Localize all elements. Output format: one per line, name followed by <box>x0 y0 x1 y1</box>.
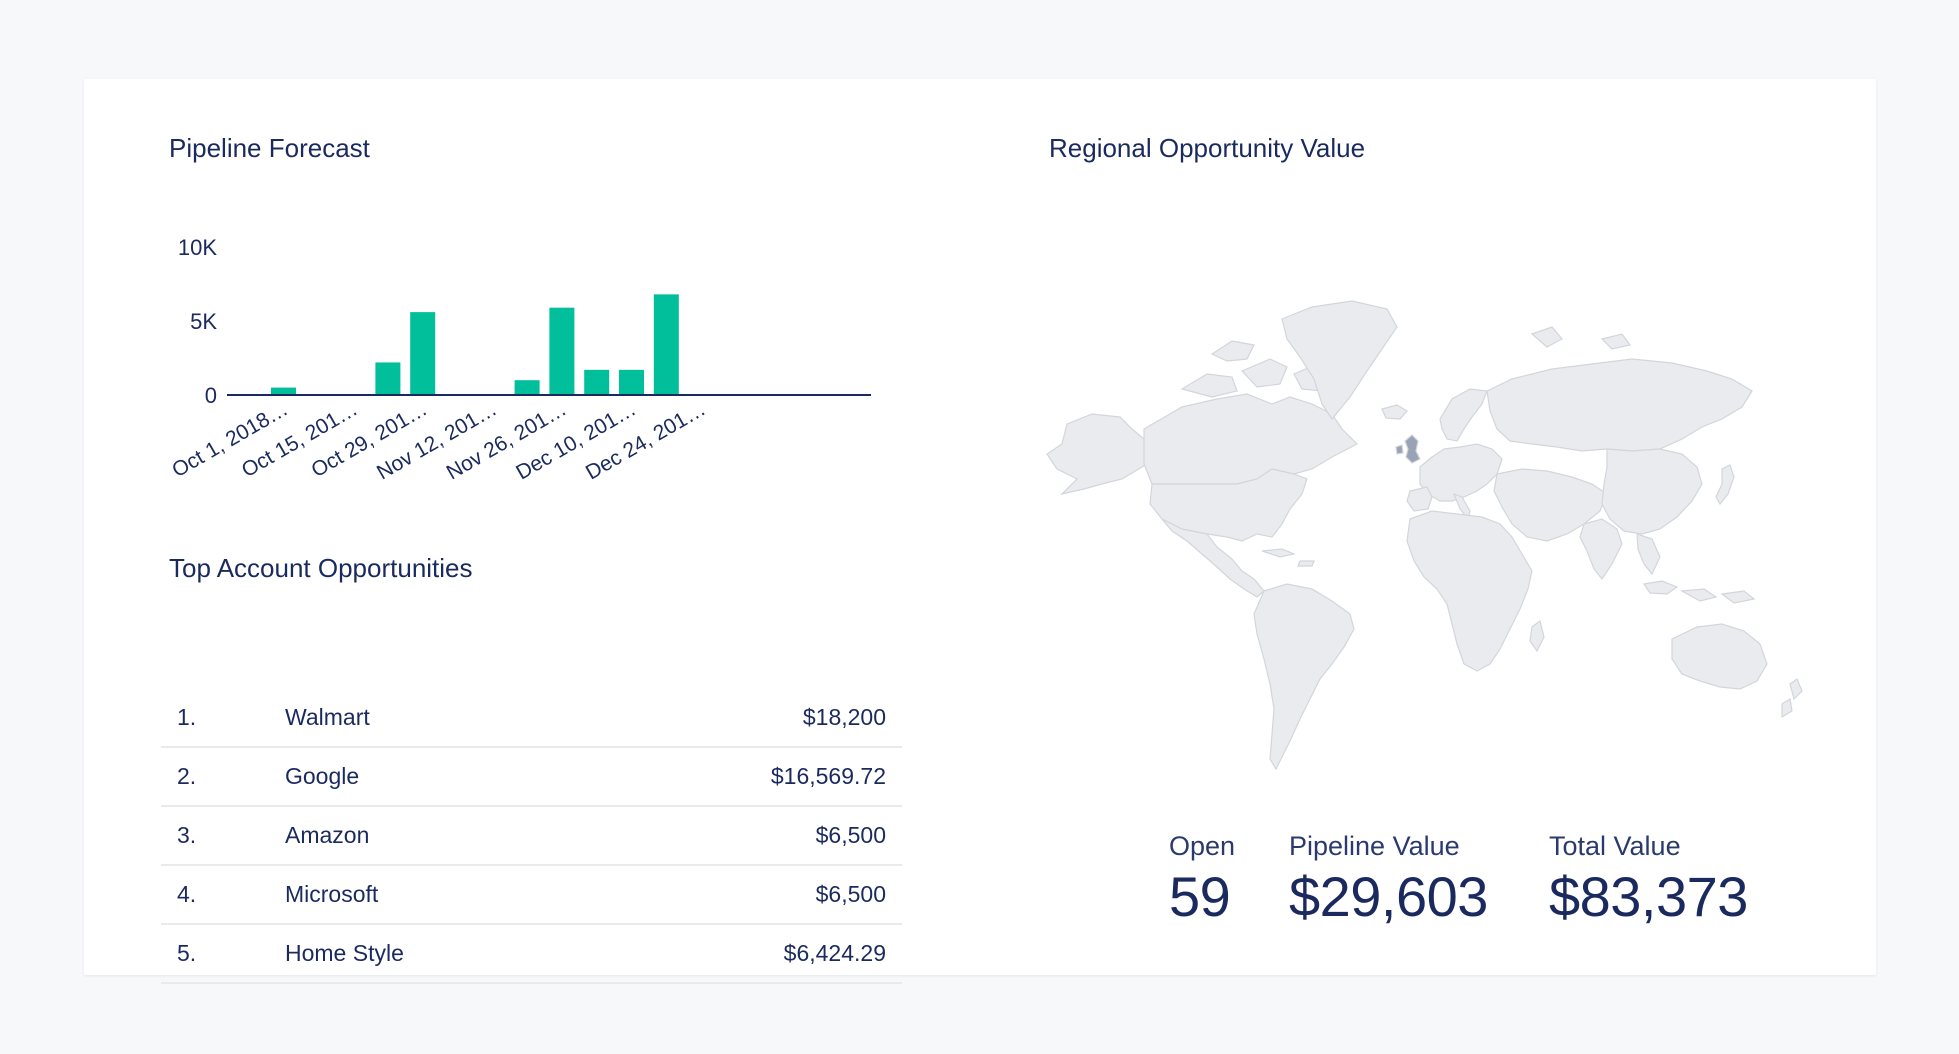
kpi-open: Open 59 <box>1169 831 1235 929</box>
map-region-mexico[interactable] <box>1161 518 1265 598</box>
chart-bar[interactable] <box>375 362 401 395</box>
row-value: $16,569.72 <box>770 763 886 789</box>
y-tick-label: 5K <box>190 309 217 334</box>
y-tick-label: 0 <box>205 383 217 408</box>
table-row[interactable]: 4. Microsoft $6,500 <box>161 866 902 925</box>
pipeline-forecast-title: Pipeline Forecast <box>169 133 370 163</box>
map-region-europe[interactable] <box>1419 443 1503 502</box>
row-value: $6,500 <box>815 822 886 848</box>
chart-bar[interactable] <box>619 369 644 395</box>
dashboard-card: Pipeline Forecast 0 5K 10K Oct 1, 2018… Oct … <box>84 79 1876 984</box>
row-value: $18,200 <box>802 704 886 730</box>
map-region-iberia[interactable] <box>1406 486 1433 512</box>
row-account-name: Amazon <box>285 822 370 848</box>
map-region-scandinavia[interactable] <box>1439 388 1488 442</box>
top-accounts-title: Top Account Opportunities <box>169 553 473 583</box>
chart-bar[interactable] <box>549 307 575 395</box>
y-tick-label: 10K <box>178 235 217 260</box>
kpi-total-value: Total Value $83,373 <box>1549 831 1748 929</box>
map-region-south-america[interactable] <box>1253 583 1355 771</box>
map-region-india[interactable] <box>1579 518 1623 581</box>
map-region-japan[interactable] <box>1715 464 1735 506</box>
map-region-iceland[interactable] <box>1381 404 1408 420</box>
row-value: $6,424.29 <box>783 940 886 966</box>
row-rank: 4. <box>177 881 197 907</box>
row-account-name: Google <box>285 763 360 789</box>
table-row[interactable]: 2. Google $16,569.72 <box>161 748 902 807</box>
x-tick-label: Oct 29, 201… <box>307 397 431 482</box>
x-tick-label: Oct 15, 201… <box>238 397 362 482</box>
map-region-indonesia[interactable] <box>1642 580 1756 604</box>
map-region-southeast-asia[interactable] <box>1636 533 1661 576</box>
map-region-new-zealand[interactable] <box>1781 678 1803 719</box>
chart-bar[interactable] <box>584 369 610 395</box>
row-rank: 3. <box>177 822 197 848</box>
table-row[interactable]: 3. Amazon $6,500 <box>161 807 902 866</box>
row-value: $6,500 <box>815 881 886 907</box>
row-rank: 2. <box>177 763 197 789</box>
kpi-pipeline-label: Pipeline Value <box>1289 831 1460 861</box>
chart-bar[interactable] <box>653 294 679 395</box>
row-rank: 1. <box>177 704 197 730</box>
map-region-madagascar[interactable] <box>1529 619 1545 653</box>
x-tick-label: Oct 1, 2018… <box>168 397 292 482</box>
regional-opportunity-title: Regional Opportunity Value <box>1049 133 1366 163</box>
map-region-australia[interactable] <box>1671 623 1768 690</box>
table-row[interactable]: 5. Home Style $6,424.29 <box>161 925 902 984</box>
kpi-total-amount: $83,373 <box>1549 865 1748 928</box>
row-account-name: Home Style <box>285 940 404 966</box>
row-rank: 5. <box>177 940 197 966</box>
pipeline-forecast-chart: 0 5K 10K Oct 1, 2018…Oct 15, 201…Oct 29, 20… <box>168 235 871 484</box>
map-region-alaska[interactable] <box>1046 413 1148 496</box>
map-region-caribbean[interactable] <box>1261 548 1315 567</box>
world-map[interactable] <box>1032 279 1832 799</box>
kpi-open-label: Open <box>1169 831 1236 861</box>
row-account-name: Walmart <box>285 704 370 730</box>
x-tick-label: Dec 24, 201… <box>582 397 710 484</box>
map-region-arctic-islands[interactable] <box>1180 340 1333 398</box>
kpi-pipeline-amount: $29,603 <box>1289 865 1488 928</box>
chart-bar[interactable] <box>410 312 436 395</box>
map-region-africa[interactable] <box>1406 510 1533 672</box>
map-region-russia[interactable] <box>1486 358 1753 452</box>
table-row[interactable]: 1. Walmart $18,200 <box>161 689 902 748</box>
map-region-russian-islands[interactable] <box>1530 326 1632 350</box>
kpi-pipeline-value: Pipeline Value $29,603 <box>1289 831 1488 929</box>
map-region-greenland[interactable] <box>1281 300 1398 421</box>
chart-bar[interactable] <box>514 380 540 395</box>
chart-bar[interactable] <box>271 387 296 395</box>
map-land <box>1046 300 1803 771</box>
kpi-open-value: 59 <box>1169 865 1231 928</box>
row-account-name: Microsoft <box>285 881 379 907</box>
top-accounts-table: 1. Walmart $18,200 2. Google $16,569.72 … <box>161 689 902 984</box>
map-region-uk[interactable] <box>1395 434 1421 464</box>
kpi-total-label: Total Value <box>1549 831 1681 861</box>
map-region-east-asia[interactable] <box>1601 448 1703 535</box>
